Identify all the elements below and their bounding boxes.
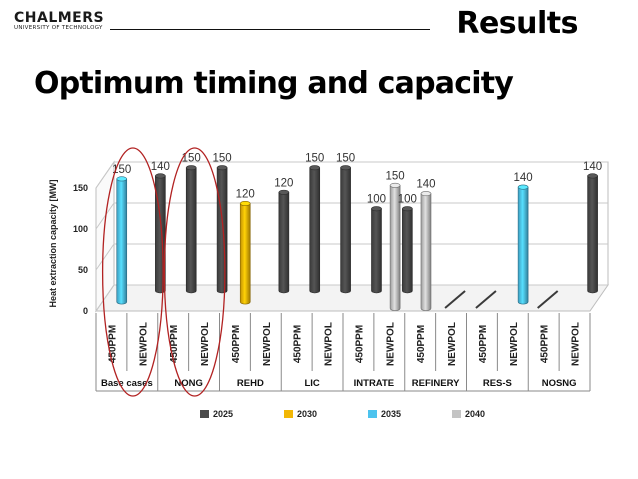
category-label: NEWPOL — [509, 322, 520, 366]
bar-body — [420, 193, 432, 311]
category-label: 450PPM — [540, 325, 551, 363]
category-label: NEWPOL — [262, 322, 273, 366]
category-label: 450PPM — [293, 325, 304, 363]
bar-body — [309, 167, 321, 294]
legend-swatch — [452, 410, 461, 418]
y-tick-label: 50 — [78, 265, 88, 275]
legend-swatch — [200, 410, 209, 418]
data-label: 140 — [151, 161, 170, 173]
legend-label: 2030 — [297, 409, 317, 419]
category-label: 450PPM — [354, 325, 365, 363]
chalmers-logo: CHALMERS UNIVERSITY OF TECHNOLOGY — [14, 10, 104, 31]
category-label: NEWPOL — [324, 322, 335, 366]
bar-body — [185, 167, 197, 294]
category-label: NEWPOL — [571, 322, 582, 366]
category-label: 450PPM — [231, 325, 242, 363]
group-label: REHD — [237, 378, 264, 389]
bar-body — [278, 192, 290, 294]
group-label: Base cases — [101, 378, 153, 389]
group-label: LIC — [304, 378, 319, 389]
y-tick-label: 100 — [73, 224, 88, 234]
legend-label: 2035 — [381, 409, 401, 419]
category-label: 450PPM — [169, 325, 180, 363]
bar-body — [371, 208, 382, 294]
category-label: NEWPOL — [138, 322, 149, 366]
highlight-circle — [101, 147, 164, 397]
group-label: INTRATE — [354, 378, 394, 389]
data-label: 140 — [583, 161, 602, 173]
group-label: NOSNG — [542, 378, 577, 389]
bar-body — [340, 167, 351, 294]
header-divider — [110, 29, 430, 30]
group-label: RES-S — [483, 378, 512, 389]
category-label: NEWPOL — [200, 322, 211, 366]
bar-top — [185, 165, 197, 171]
bar-top — [216, 165, 228, 171]
data-label: 140 — [416, 179, 435, 191]
category-label: NEWPOL — [385, 322, 396, 366]
legend-label: 2040 — [465, 409, 485, 419]
bar-top — [517, 184, 529, 190]
bar-top — [371, 206, 382, 212]
bar-top — [309, 165, 321, 171]
zero-marker — [537, 290, 559, 309]
category-label: NEWPOL — [447, 322, 458, 366]
bar-top — [278, 189, 290, 195]
data-label: 150 — [305, 153, 324, 165]
data-label: 120 — [274, 177, 293, 189]
data-label: 140 — [514, 172, 533, 184]
data-label: 150 — [213, 153, 232, 165]
y-tick-label: 150 — [73, 183, 88, 193]
legend-swatch — [284, 410, 293, 418]
bar-top — [420, 191, 432, 197]
group-label: REFINERY — [412, 378, 460, 389]
bar-body — [389, 185, 401, 311]
legend-label: 2025 — [213, 409, 233, 419]
bar-top — [155, 173, 166, 179]
bar-body — [216, 167, 228, 294]
bar-top — [587, 173, 598, 179]
bar-body — [402, 208, 413, 294]
bar-top — [402, 206, 413, 212]
bar-body — [587, 175, 598, 294]
bar-top — [340, 165, 351, 171]
slide-subtitle: Optimum timing and capacity — [34, 66, 514, 101]
chart-floor — [95, 284, 609, 312]
category-label: 450PPM — [107, 325, 118, 363]
gridline — [95, 243, 608, 271]
y-axis-label: Heat extraction capacity [MW] — [48, 179, 58, 307]
data-label: 100 — [367, 194, 386, 206]
legend-swatch — [368, 410, 377, 418]
gridline — [95, 161, 608, 189]
bar-top — [239, 201, 251, 207]
gridline — [95, 284, 608, 312]
data-label: 150 — [386, 170, 405, 182]
zero-marker — [475, 290, 497, 309]
gridline — [95, 202, 608, 230]
bar-top — [116, 176, 128, 182]
y-tick-label: 0 — [83, 306, 88, 316]
zero-marker — [444, 290, 466, 309]
data-label: 120 — [236, 189, 255, 201]
highlight-circle — [163, 147, 226, 397]
section-title: Results — [456, 6, 578, 41]
bar-body — [239, 203, 251, 305]
data-label: 150 — [182, 153, 201, 165]
data-label: 150 — [336, 153, 355, 165]
category-label: 450PPM — [416, 325, 427, 363]
logo-main-text: CHALMERS — [14, 10, 105, 26]
category-label: 450PPM — [478, 325, 489, 363]
group-label: NONG — [174, 378, 203, 389]
bar-body — [517, 186, 529, 305]
data-label: 100 — [398, 194, 417, 206]
bar-top — [389, 182, 401, 188]
logo-sub-text: UNIVERSITY OF TECHNOLOGY — [14, 25, 103, 31]
bar-body — [116, 178, 128, 305]
